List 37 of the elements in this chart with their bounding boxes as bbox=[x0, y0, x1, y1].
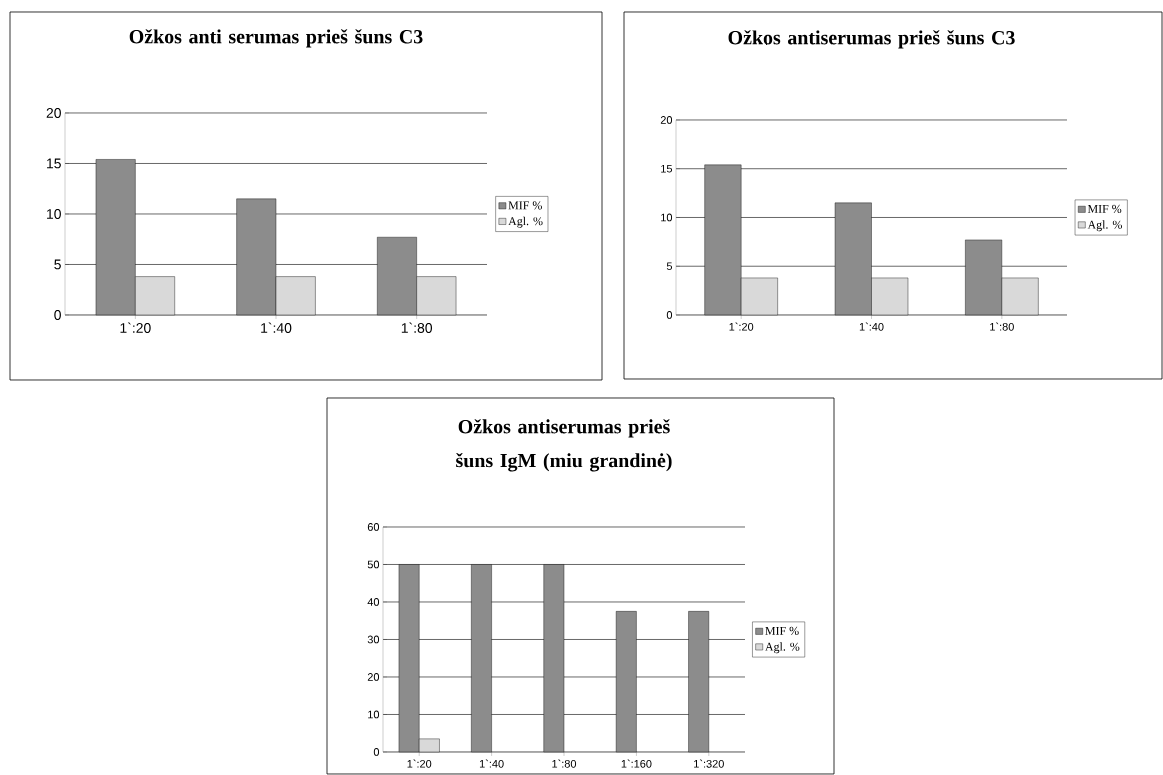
legend-label: Agl. % bbox=[508, 216, 543, 228]
x-tick-label: 1`:40 bbox=[479, 759, 504, 768]
legend-label: MIF % bbox=[765, 626, 799, 635]
y-tick-label: 20 bbox=[46, 108, 61, 118]
y-tick-label: 15 bbox=[47, 158, 61, 169]
x-tick-label: 1`:80 bbox=[990, 322, 1014, 331]
x-tick-label: 1`:20 bbox=[407, 759, 432, 768]
chart-title: Ožkos antiserumas prieš šuns IgM (miu grandinė) bbox=[456, 419, 672, 472]
y-tick-label: 5 bbox=[666, 262, 673, 271]
y-tick-label: 60 bbox=[367, 523, 380, 531]
y-tick-label: 0 bbox=[373, 748, 380, 756]
x-tick-label: 1`:40 bbox=[261, 322, 292, 333]
y-tick-label: 40 bbox=[367, 598, 380, 606]
legend-label: Agl. % bbox=[1087, 220, 1122, 232]
y-tick-label: 20 bbox=[367, 673, 380, 681]
x-tick-label: 1`:80 bbox=[401, 322, 433, 333]
legend-label: MIF % bbox=[508, 201, 542, 210]
x-tick-label: 1`:20 bbox=[729, 322, 754, 331]
x-tick-label: 1`:320 bbox=[694, 759, 724, 768]
x-tick-label: 1`:40 bbox=[859, 322, 884, 331]
y-tick-label: 0 bbox=[666, 311, 673, 319]
chart-title: Ožkos antiserumas prieš šuns C3 bbox=[728, 30, 1015, 49]
chart-title: Ožkos anti serumas prieš šuns C3 bbox=[129, 29, 423, 48]
y-tick-label: 50 bbox=[367, 560, 380, 569]
y-tick-label: 10 bbox=[368, 710, 380, 719]
y-tick-label: 10 bbox=[661, 213, 673, 222]
y-tick-label: 20 bbox=[660, 116, 673, 124]
y-tick-label: 15 bbox=[661, 164, 673, 173]
y-tick-label: 5 bbox=[54, 259, 61, 270]
legend-label: MIF % bbox=[1087, 204, 1122, 213]
x-tick-label: 1`:20 bbox=[120, 322, 151, 333]
x-tick-label: 1`:80 bbox=[552, 759, 577, 768]
x-tick-label: 1`:160 bbox=[621, 759, 652, 768]
legend-label: Agl. % bbox=[765, 642, 800, 654]
y-tick-label: 10 bbox=[47, 209, 61, 219]
y-tick-label: 0 bbox=[54, 310, 61, 320]
y-tick-label: 30 bbox=[367, 635, 380, 644]
